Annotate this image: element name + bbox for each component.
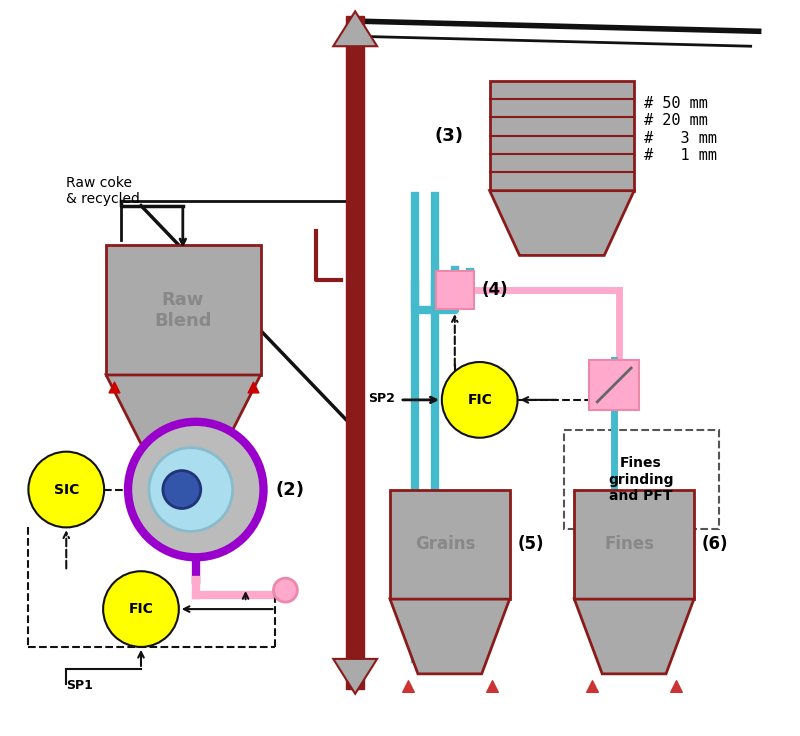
Text: (5): (5) <box>518 535 544 553</box>
Bar <box>436 272 474 309</box>
Circle shape <box>274 578 298 602</box>
Text: (2): (2) <box>275 481 305 498</box>
Polygon shape <box>390 599 510 674</box>
Polygon shape <box>106 375 261 450</box>
Bar <box>390 489 510 599</box>
Text: SP1: SP1 <box>66 679 93 692</box>
Point <box>402 680 414 692</box>
Polygon shape <box>574 599 694 674</box>
Bar <box>574 489 694 599</box>
Bar <box>564 430 718 529</box>
Text: SP2: SP2 <box>368 392 395 405</box>
Text: Grains: Grains <box>414 535 475 553</box>
Text: Raw
Blend: Raw Blend <box>154 291 211 330</box>
Text: (4): (4) <box>482 281 508 300</box>
Circle shape <box>149 447 233 531</box>
Circle shape <box>103 571 179 647</box>
Circle shape <box>163 470 201 509</box>
Bar <box>106 246 261 375</box>
Polygon shape <box>490 191 634 255</box>
Bar <box>490 81 634 191</box>
Circle shape <box>29 452 104 528</box>
Polygon shape <box>334 659 377 694</box>
Polygon shape <box>334 11 377 46</box>
Point <box>108 381 121 393</box>
Text: Raw coke
& recycled: Raw coke & recycled <box>66 176 140 206</box>
Text: FIC: FIC <box>129 602 154 616</box>
Point <box>246 381 259 393</box>
Point <box>486 680 498 692</box>
Text: (6): (6) <box>702 535 728 553</box>
Circle shape <box>442 362 518 438</box>
Point <box>670 680 682 692</box>
Circle shape <box>131 425 261 554</box>
Bar <box>346 16 364 689</box>
Text: FIC: FIC <box>467 393 492 407</box>
Text: Fines: Fines <box>604 535 654 553</box>
Bar <box>590 360 639 410</box>
Text: SIC: SIC <box>54 483 79 497</box>
Text: (3): (3) <box>435 127 464 145</box>
Point <box>586 680 598 692</box>
Text: Fines
grinding
and PFT: Fines grinding and PFT <box>608 456 674 503</box>
Text: # 50 mm
# 20 mm
#   3 mm
#   1 mm: # 50 mm # 20 mm # 3 mm # 1 mm <box>644 96 717 163</box>
